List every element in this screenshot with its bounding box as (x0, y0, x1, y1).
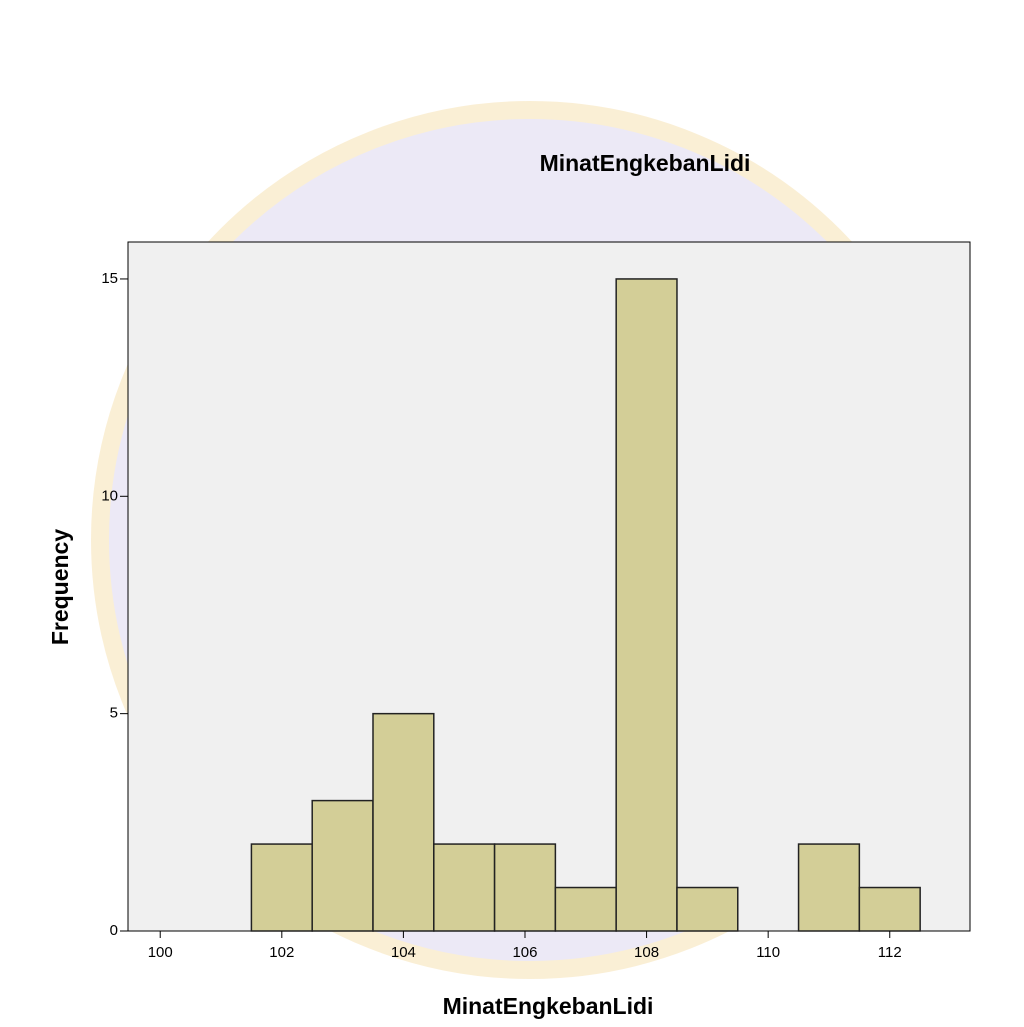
bar (493, 843, 557, 932)
chart-title: MinatEngkebanLidi (540, 150, 751, 176)
bar (433, 843, 496, 932)
x-tick-label: 108 (634, 944, 659, 961)
bar (372, 712, 435, 932)
x-tick-label: 104 (391, 944, 416, 961)
x-axis-label: MinatEngkebanLidi (443, 993, 654, 1019)
x-tick-label: 100 (148, 944, 173, 961)
bar (797, 843, 861, 932)
plot-area (127, 241, 971, 932)
bar (311, 799, 374, 932)
x-tick-label: 102 (269, 944, 294, 961)
bar (676, 886, 739, 932)
x-tick-label: 106 (512, 944, 537, 961)
y-tick-label: 0 (110, 922, 118, 939)
bar (858, 886, 921, 932)
bar (250, 843, 313, 932)
y-axis-label: Frequency (47, 529, 73, 646)
y-tick-label: 15 (101, 270, 118, 287)
x-tick-label: 112 (878, 944, 902, 961)
bar (615, 278, 678, 932)
bar (554, 886, 617, 932)
y-tick-label: 10 (101, 487, 118, 504)
x-tick-label: 110 (756, 944, 780, 961)
y-tick-label: 5 (110, 705, 118, 722)
